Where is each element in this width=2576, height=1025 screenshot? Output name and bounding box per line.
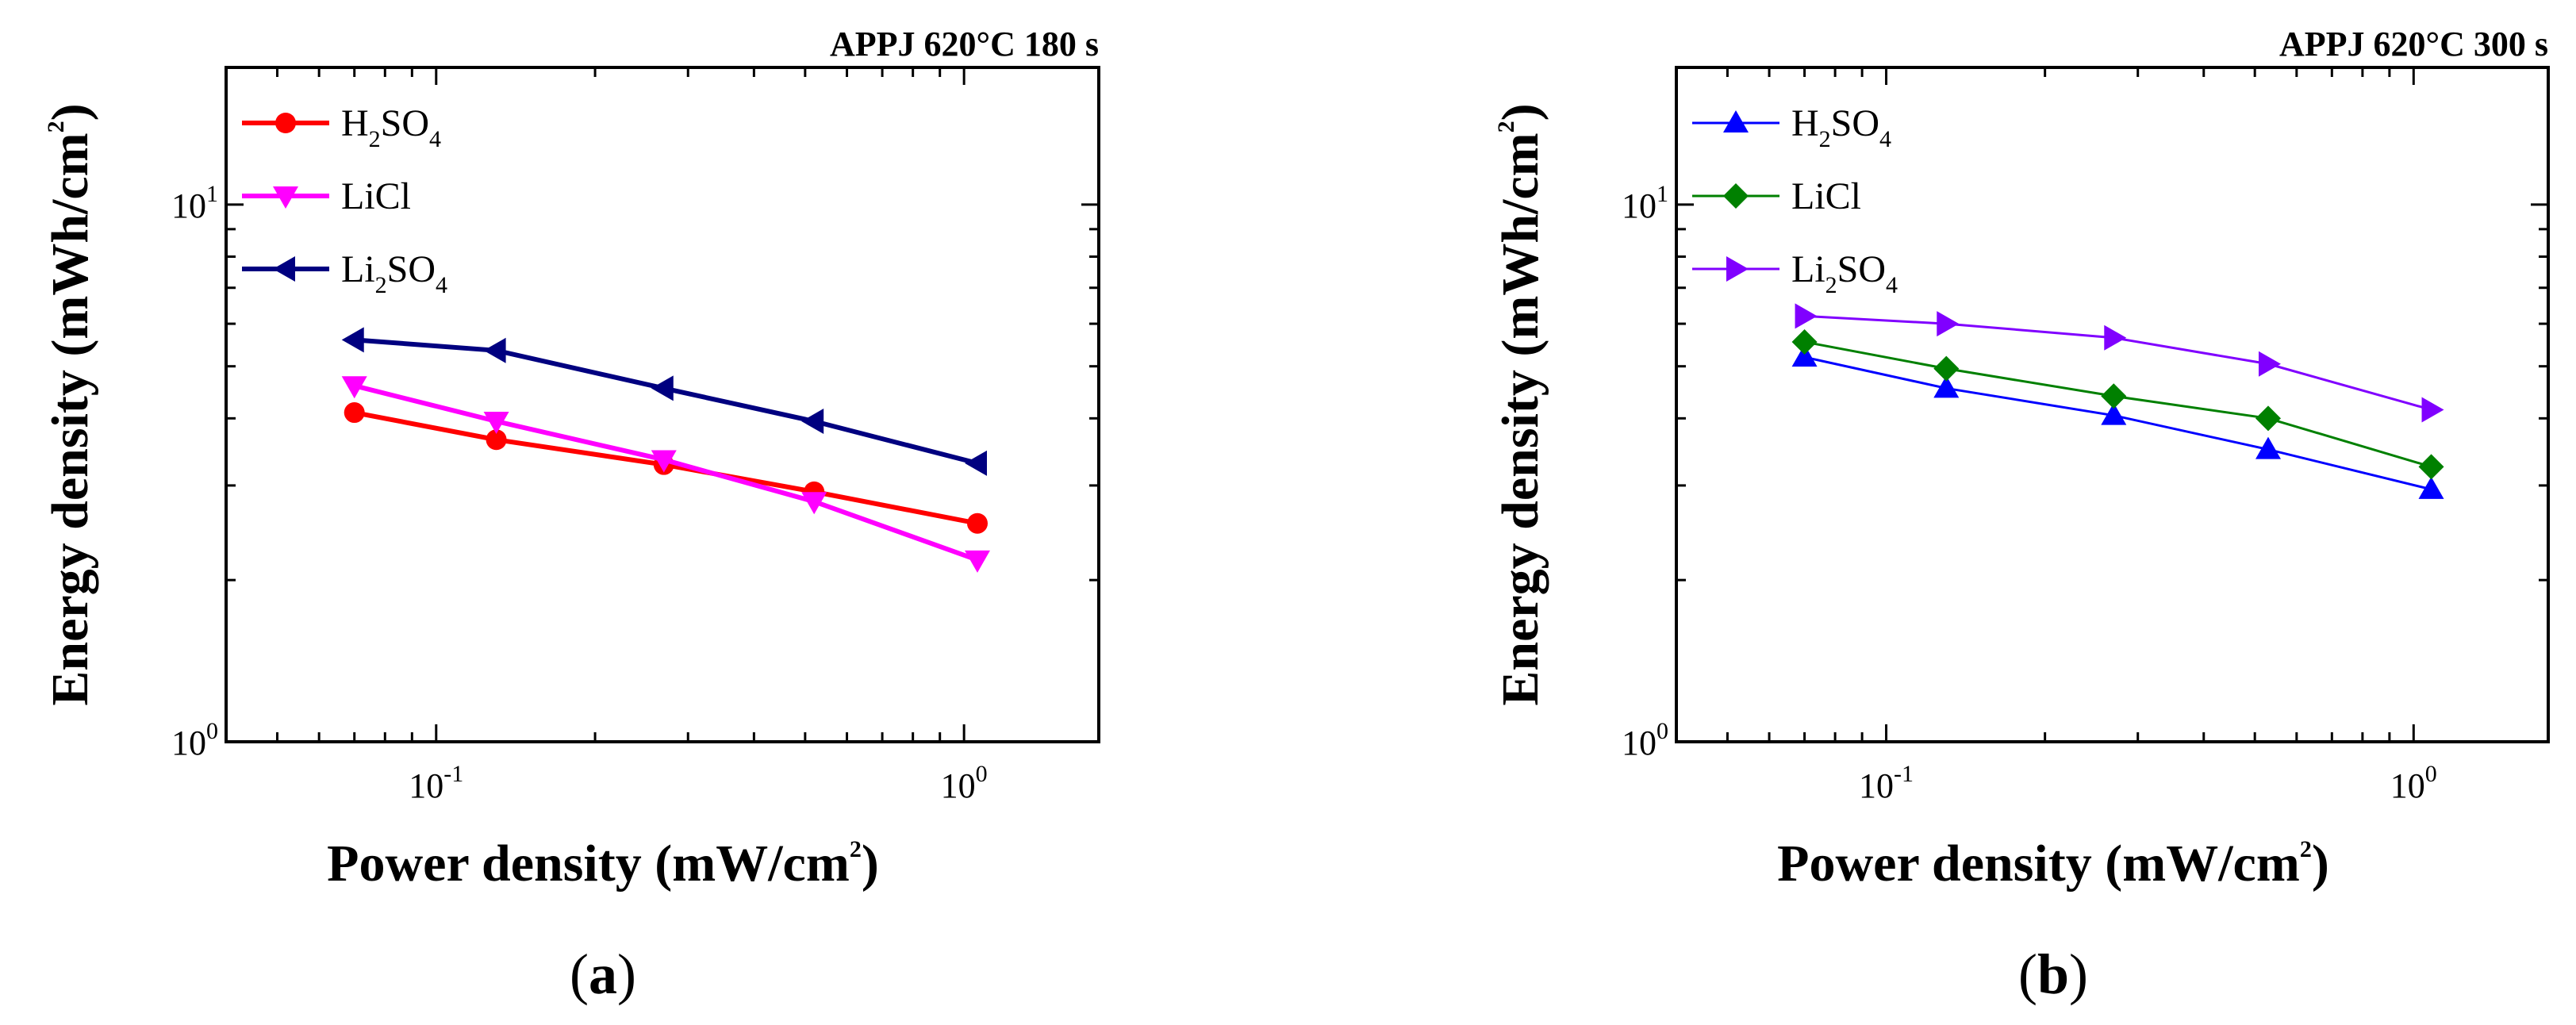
series-h2so4 (1791, 344, 2444, 499)
panel-label: (b) (2018, 942, 2088, 1006)
data-point (801, 492, 827, 515)
legend-entry: Li2SO4 (1692, 248, 1898, 298)
plot-frame (225, 66, 1100, 743)
legend-swatch-marker (1723, 183, 1749, 209)
legend-entry: H2SO4 (1692, 102, 1891, 152)
series-li2so4 (341, 327, 987, 476)
data-point (483, 412, 509, 435)
data-point (2255, 405, 2282, 432)
legend-entry: H2SO4 (242, 102, 441, 152)
legend-swatch-marker (1726, 256, 1749, 282)
x-axis-label: Power density (mW/cm2) (327, 835, 879, 893)
legend-entry: LiCl (1692, 175, 1861, 217)
data-point (801, 409, 824, 435)
data-point (2101, 402, 2127, 425)
legend-label: LiCl (341, 175, 411, 217)
legend-swatch-marker (273, 256, 295, 282)
data-point (966, 512, 988, 534)
legend-label: H2SO4 (1791, 102, 1891, 152)
data-point (2101, 383, 2127, 409)
data-point (344, 402, 365, 424)
data-point (2259, 351, 2282, 377)
y-axis-label: Energy density (mWh/cm2) (1491, 103, 1549, 705)
y-tick-label: 100 (171, 718, 218, 762)
data-point (2255, 436, 2282, 459)
data-point (964, 450, 987, 476)
legend-swatch-marker (273, 186, 298, 209)
data-point (1933, 355, 1960, 382)
chart-panel-a: 10-1 100 100 101 APPJ 620°C 180 s Power densi… (41, 25, 1100, 1006)
legend-label: LiCl (1791, 175, 1861, 217)
data-point (1791, 329, 1818, 355)
series-li2so4 (1795, 303, 2444, 423)
y-tick-label: 101 (1622, 181, 1668, 225)
x-tick-label: 100 (2390, 761, 2437, 805)
y-axis-label: Energy density (mWh/cm2) (41, 103, 99, 705)
data-point (2421, 397, 2444, 423)
data-point (1933, 375, 1960, 398)
y-tick-label: 101 (171, 181, 218, 225)
series-line (354, 337, 978, 466)
x-tick-label: 100 (941, 761, 988, 805)
data-point (341, 376, 367, 399)
data-point (2418, 476, 2444, 499)
x-axis-label: Power density (mW/cm2) (1777, 835, 2329, 893)
legend-swatch-marker (275, 113, 296, 133)
legend-entry: LiCl (242, 175, 411, 217)
legend-label: H2SO4 (341, 102, 441, 152)
chart-panel-b: 10-1 100 100 101 APPJ 620°C 300 s Power densi… (1491, 25, 2550, 1006)
data-point (651, 450, 677, 473)
axis-ticks (1675, 67, 2548, 743)
axis-ticks (225, 67, 1099, 743)
panel-label: (a) (570, 942, 636, 1006)
series-licl (1791, 329, 2444, 480)
data-point (2418, 454, 2444, 480)
data-point (651, 375, 674, 401)
data-point (1937, 311, 1960, 337)
data-point (1795, 303, 1818, 329)
chart-title: APPJ 620°C 180 s (830, 25, 1099, 63)
legend-swatch-marker (1723, 110, 1749, 132)
data-point (341, 327, 364, 353)
chart-title: APPJ 620°C 300 s (2279, 25, 2548, 63)
y-tick-label: 100 (1622, 718, 1668, 762)
series-licl (341, 376, 990, 573)
data-point (486, 429, 507, 451)
legend-entry: Li2SO4 (242, 248, 447, 298)
data-point (2104, 324, 2127, 351)
data-point (483, 337, 506, 363)
x-tick-label: 10-1 (409, 761, 463, 805)
data-point (1791, 344, 1818, 367)
data-point (964, 550, 990, 573)
plot-frame (1675, 66, 2550, 743)
legend-label: Li2SO4 (1791, 248, 1898, 298)
legend-label: Li2SO4 (341, 248, 447, 298)
x-tick-label: 10-1 (1859, 761, 1914, 805)
